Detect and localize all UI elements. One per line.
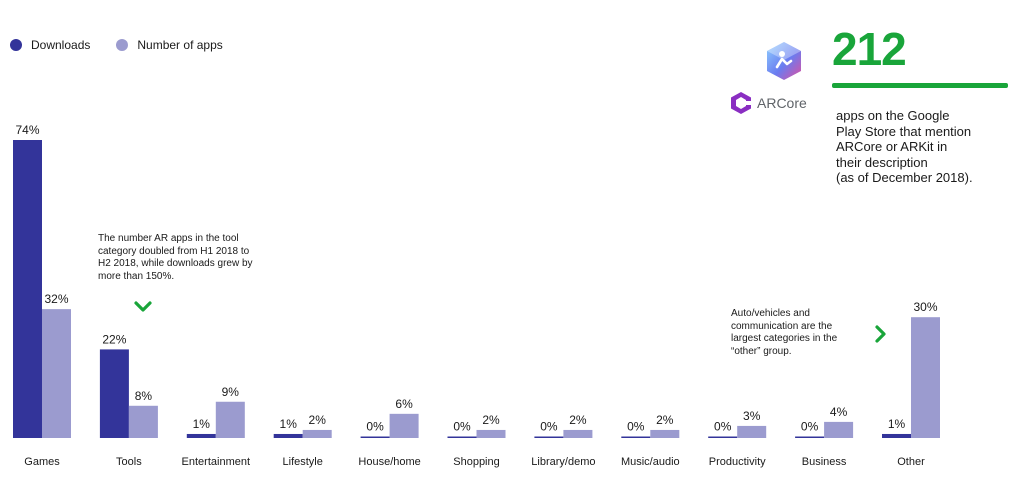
- bar-apps: [650, 429, 680, 438]
- stat-callout: 212: [832, 24, 1012, 88]
- legend-label-apps: Number of apps: [137, 38, 223, 52]
- legend-item-downloads: Downloads: [10, 38, 90, 52]
- annotation-line: The number AR apps in the tool: [98, 233, 239, 244]
- data-label: 0%: [453, 420, 471, 434]
- x-tick-label: Music/audio: [621, 456, 680, 468]
- bar-apps: [215, 401, 245, 438]
- bar-apps: [128, 405, 158, 438]
- legend-item-apps: Number of apps: [116, 38, 223, 52]
- annotation-line: category doubled from H1 2018 to: [98, 245, 250, 257]
- x-tick-label: Entertainment: [182, 456, 250, 468]
- bar-downloads: [273, 433, 303, 438]
- stat-description-line: apps on the Google: [836, 108, 950, 123]
- stat-description-line: Play Store that mention: [836, 123, 972, 139]
- x-tick-label: Shopping: [453, 456, 500, 468]
- annotation-line: Auto/vehicles and: [731, 308, 810, 319]
- bar-downloads: [447, 436, 477, 438]
- stat-description-line: (as of December 2018).: [836, 170, 973, 185]
- annotation-tools: The number AR apps in the tool category …: [98, 233, 288, 283]
- data-label: 6%: [395, 397, 413, 411]
- bar-apps: [389, 413, 419, 438]
- chevron-right-icon: [875, 325, 886, 343]
- arcore-logo: ARCore: [731, 92, 807, 114]
- data-label: 0%: [714, 420, 732, 434]
- annotation-line: “other” group.: [731, 345, 792, 357]
- data-label: 0%: [366, 420, 384, 434]
- stat-description-line: ARCore or ARKit in: [836, 139, 948, 154]
- bar-apps: [911, 317, 940, 438]
- data-label: 32%: [44, 292, 68, 306]
- stat-description: apps on the Google Play Store that menti…: [836, 108, 1008, 186]
- data-label: 0%: [627, 420, 645, 434]
- stat-underline: [832, 83, 1008, 88]
- bar-apps: [737, 425, 767, 438]
- annotation-other: Auto/vehicles and communication are the …: [731, 308, 871, 358]
- legend-label-downloads: Downloads: [31, 38, 91, 52]
- annotation-line: H2 2018, while downloads grew by: [98, 258, 253, 269]
- arcore-logo-icon: [731, 92, 751, 114]
- data-label: 2%: [569, 413, 587, 427]
- x-tick-label: Library/demo: [531, 456, 595, 468]
- annotation-line: largest categories in the: [731, 333, 838, 344]
- bar-downloads: [13, 140, 42, 438]
- bar-apps: [302, 429, 332, 438]
- data-label: 2%: [482, 413, 500, 427]
- x-tick-label: House/home: [358, 456, 420, 468]
- bar-downloads: [186, 433, 216, 438]
- data-label: 1%: [888, 417, 906, 431]
- data-label: 9%: [222, 385, 240, 399]
- x-tick-label: Games: [24, 456, 60, 468]
- data-label: 30%: [913, 300, 937, 314]
- data-label: 2%: [656, 413, 674, 427]
- bar-apps: [42, 309, 71, 438]
- arkit-logo-icon: [763, 40, 805, 87]
- x-tick-label: Lifestyle: [283, 456, 323, 468]
- data-label: 1%: [280, 417, 298, 431]
- data-label: 1%: [193, 417, 211, 431]
- x-tick-label: Other: [897, 456, 925, 468]
- x-tick-label: Productivity: [709, 456, 766, 468]
- data-label: 3%: [743, 409, 761, 423]
- x-tick-label: Business: [802, 456, 847, 468]
- stat-description-line: their description: [836, 154, 928, 170]
- legend-swatch-apps: [116, 39, 129, 51]
- data-label: 8%: [135, 389, 153, 403]
- bar-downloads: [360, 436, 390, 438]
- x-tick-label: Tools: [116, 456, 142, 468]
- annotation-line: communication are the: [731, 320, 833, 332]
- chevron-down-icon: [134, 301, 152, 312]
- bar-downloads: [99, 349, 129, 438]
- annotation-line: more than 150%.: [98, 270, 175, 282]
- bar-downloads: [882, 433, 911, 438]
- stat-number: 212: [832, 23, 907, 75]
- data-label: 0%: [540, 420, 558, 434]
- data-label: 22%: [102, 332, 126, 346]
- data-label: 0%: [801, 420, 819, 434]
- legend-swatch-downloads: [10, 39, 22, 51]
- bar-apps: [824, 421, 854, 438]
- bar-apps: [476, 429, 506, 438]
- data-label: 2%: [309, 413, 327, 427]
- bar-downloads: [708, 436, 738, 438]
- arcore-label: ARCore: [757, 95, 807, 111]
- bar-downloads: [621, 436, 651, 438]
- bar-downloads: [534, 436, 564, 438]
- bar-downloads: [795, 436, 825, 438]
- data-label: 74%: [15, 123, 39, 137]
- bar-apps: [563, 429, 593, 438]
- data-label: 4%: [830, 405, 848, 419]
- chart-legend: Downloads Number of apps: [10, 38, 223, 52]
